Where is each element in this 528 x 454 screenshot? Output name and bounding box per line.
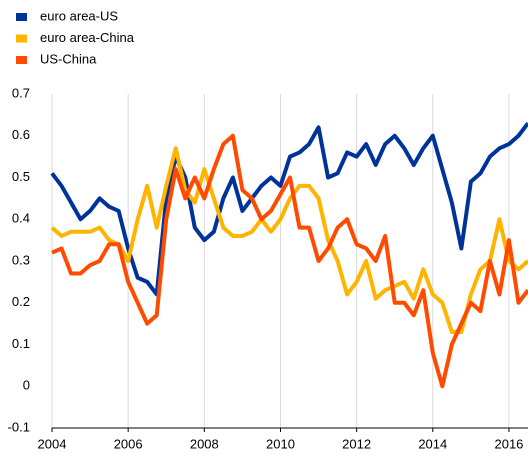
legend-label: euro area-China: [40, 30, 135, 45]
y-tick-label: 0.3: [12, 252, 30, 267]
y-tick-label: -0.1: [8, 419, 30, 434]
legend-marker: [16, 56, 27, 64]
x-tick-label: 2006: [114, 436, 143, 451]
y-tick-label: 0: [23, 378, 30, 393]
x-tick-label: 2014: [418, 436, 447, 451]
line-series: [51, 133, 528, 389]
x-tick-label: 2016: [494, 436, 523, 451]
legend-label: euro area-US: [40, 8, 118, 23]
x-tick-label: 2008: [190, 436, 219, 451]
y-tick-label: 0.2: [12, 294, 30, 309]
line-series: [50, 122, 528, 297]
y-tick-label: 0.1: [12, 336, 30, 351]
y-tick-label: 0.4: [12, 211, 30, 226]
x-tick-label: 2004: [38, 436, 67, 451]
y-tick-label: 0.5: [12, 169, 30, 184]
line-series: [50, 146, 528, 334]
legend-marker: [16, 34, 27, 43]
x-tick-label: 2010: [266, 436, 295, 451]
x-tick-label: 2012: [342, 436, 371, 451]
legend-marker: [16, 13, 27, 21]
y-tick-label: 0.6: [12, 127, 30, 142]
legend-label: US-China: [40, 51, 97, 66]
y-tick-label: 0.7: [12, 85, 30, 100]
